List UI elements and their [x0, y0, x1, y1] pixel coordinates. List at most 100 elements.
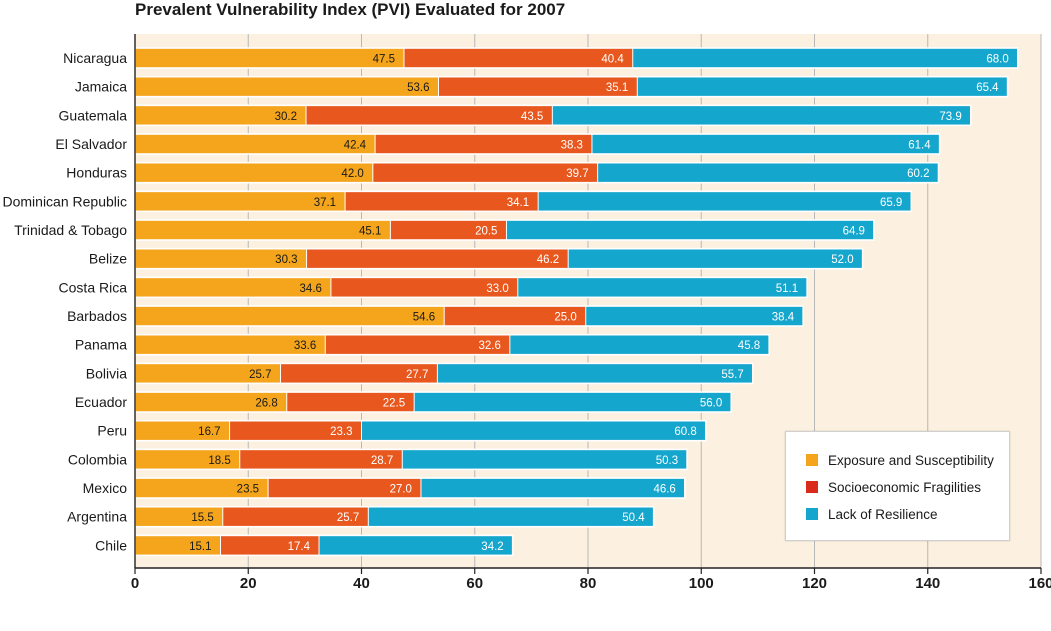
legend-swatch-socioeconomic [806, 481, 818, 493]
category-label: Ecuador [75, 394, 127, 410]
data-label: 25.0 [554, 312, 576, 324]
data-label: 73.9 [939, 111, 961, 123]
bar-segment [345, 191, 539, 212]
data-label: 52.0 [831, 254, 853, 266]
data-label: 30.2 [275, 111, 297, 123]
x-tick-label: 100 [689, 575, 714, 592]
bar-segment [368, 506, 654, 527]
data-label: 34.6 [300, 283, 322, 295]
bar-segment [135, 334, 326, 355]
bar-segment [135, 48, 404, 68]
category-label: Colombia [68, 451, 127, 467]
bar-segment [372, 162, 598, 183]
category-label: Trinidad & Tobago [14, 222, 127, 238]
bar-segment [330, 277, 518, 298]
data-label: 15.1 [189, 541, 211, 553]
data-label: 33.0 [486, 283, 508, 295]
bar-segment [375, 134, 592, 155]
data-label: 38.3 [561, 140, 583, 152]
x-tick-label: 140 [915, 575, 940, 592]
data-label: 28.7 [371, 455, 393, 467]
x-tick-label: 120 [802, 575, 827, 592]
bar-segment [444, 306, 586, 327]
data-label: 51.1 [776, 283, 798, 295]
data-label: 39.7 [566, 168, 588, 180]
data-label: 22.5 [383, 398, 405, 410]
data-label: 46.6 [653, 484, 675, 496]
data-label: 25.7 [249, 369, 271, 381]
legend-label-socioeconomic: Socioeconomic Fragilities [828, 479, 982, 495]
bar-segment [438, 76, 638, 97]
category-label: Honduras [66, 165, 127, 181]
data-label: 65.4 [976, 82, 999, 94]
data-label: 26.8 [255, 398, 277, 410]
category-label: Jamaica [75, 79, 127, 95]
axis-layer: 0 20 40 60 80 100 120 140 160 Nicaragua Jamaica Gua… [2, 34, 1051, 592]
bar-segment [509, 334, 770, 355]
category-label: Barbados [67, 308, 127, 324]
bar-segment [135, 420, 230, 441]
data-label: 45.1 [359, 226, 381, 238]
data-label: 46.2 [537, 254, 559, 266]
data-label: 34.1 [507, 197, 529, 209]
bar-segment [402, 449, 688, 470]
data-label: 68.0 [986, 54, 1008, 66]
x-tick-label: 80 [580, 575, 597, 592]
bar-segment [552, 105, 971, 126]
bar-segment [239, 449, 403, 470]
data-label: 64.9 [843, 226, 865, 238]
bar-segment [403, 48, 633, 68]
legend-item-exposure: Exposure and Susceptibility [806, 451, 994, 469]
bar-segment [517, 277, 808, 298]
legend-label-exposure: Exposure and Susceptibility [828, 452, 994, 468]
label-layer: 47.5 40.4 68.0 53.6 35.1 65.4 30.2 43.5 73.9 42.4… [189, 54, 1009, 553]
category-label: Bolivia [86, 365, 127, 381]
x-tick-label: 60 [466, 575, 483, 592]
legend-item-socioeconomic: Socioeconomic Fragilities [806, 478, 981, 496]
data-label: 18.5 [208, 455, 230, 467]
legend: Exposure and Susceptibility Socioeconomi… [785, 431, 1010, 541]
data-label: 54.6 [413, 312, 435, 324]
bar-segment [135, 162, 373, 183]
bar-segment [135, 506, 223, 527]
bar-segment [220, 535, 320, 556]
x-tick-label: 20 [240, 575, 257, 592]
bar-segment [135, 363, 281, 384]
data-label: 35.1 [606, 82, 628, 94]
category-label: El Salvador [55, 136, 127, 152]
data-label: 42.4 [344, 140, 367, 152]
bar-segment [135, 392, 287, 413]
category-label: Argentina [67, 509, 127, 525]
x-tick-label: 160 [1028, 575, 1051, 592]
data-label: 50.3 [656, 455, 678, 467]
data-label: 43.5 [521, 111, 543, 123]
data-label: 45.8 [738, 340, 760, 352]
bar-segment [568, 248, 863, 269]
data-label: 33.6 [294, 340, 316, 352]
bar-segment [361, 420, 706, 441]
bar-segment [538, 191, 912, 212]
chart-title: Prevalent Vulnerability Index (PVI) Eval… [135, 0, 566, 19]
bar-segment [506, 220, 874, 241]
legend-swatch-exposure [806, 454, 818, 466]
data-label: 60.2 [907, 168, 929, 180]
data-label: 17.4 [288, 541, 311, 553]
data-label: 40.4 [601, 54, 624, 66]
legend-label-resilience: Lack of Resilience [828, 506, 938, 522]
x-tick-label: 0 [131, 575, 139, 592]
bar-segment [268, 478, 421, 499]
data-label: 25.7 [337, 512, 359, 524]
data-label: 55.7 [721, 369, 743, 381]
data-label: 61.4 [908, 140, 931, 152]
category-label: Belize [89, 251, 127, 267]
legend-item-resilience: Lack of Resilience [806, 505, 938, 523]
category-label: Mexico [83, 480, 128, 496]
data-label: 23.3 [330, 426, 352, 438]
category-label: Peru [97, 423, 127, 439]
data-label: 38.4 [772, 312, 795, 324]
legend-swatch-resilience [806, 508, 818, 520]
bar-segment [135, 191, 346, 212]
bar-segment [135, 306, 445, 327]
data-label: 20.5 [475, 226, 497, 238]
bar-segment [420, 478, 685, 499]
